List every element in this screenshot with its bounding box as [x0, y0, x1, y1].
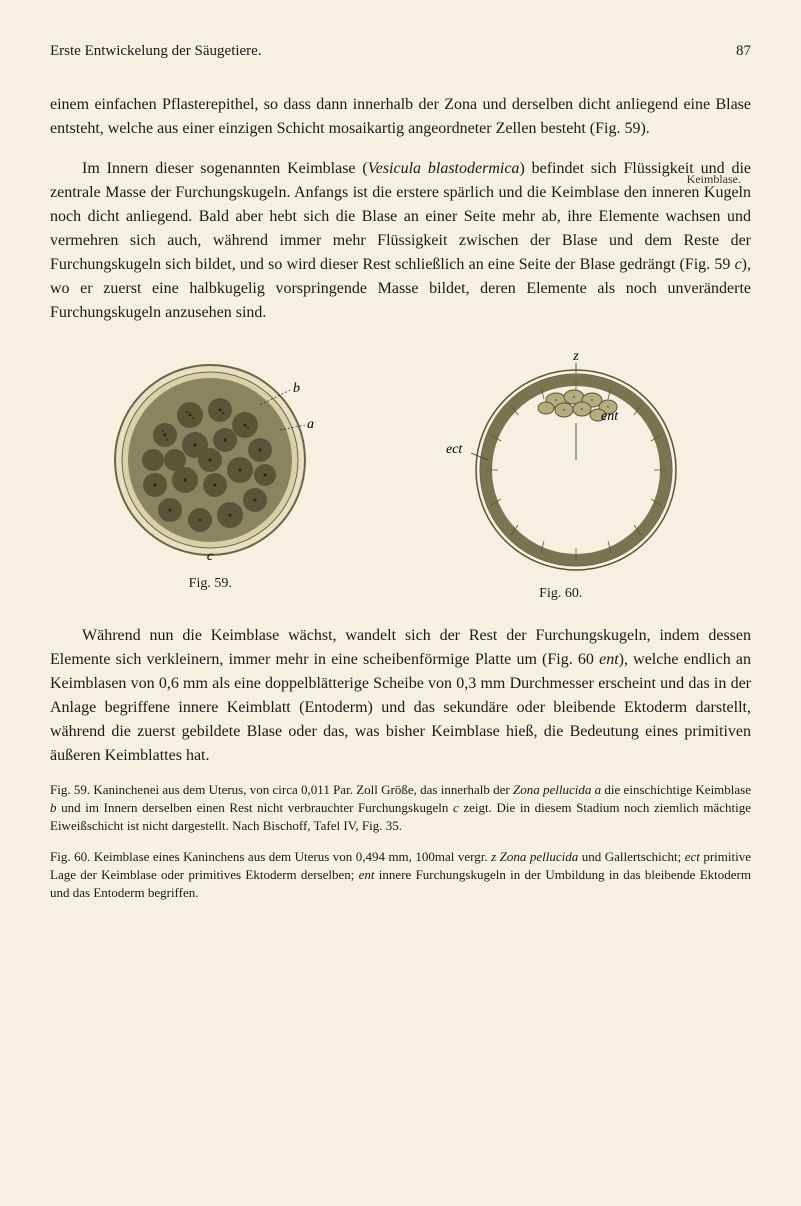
paragraph-3: Während nun die Keimblase wächst, wandel… [50, 624, 751, 768]
margin-note: Keimblase. [687, 170, 741, 188]
fig59-caption: Fig. 59. [105, 573, 315, 594]
figure-59-description: Fig. 59. Kaninchenei aus dem Uterus, von… [50, 781, 751, 836]
running-header: Erste Entwickelung der Säugetiere. [50, 40, 262, 63]
fig60-label-ent: ent [601, 409, 619, 424]
fig59-label-a: a [307, 417, 314, 432]
fig59-label-c: c [207, 549, 214, 564]
fig60-caption: Fig. 60. [426, 583, 696, 604]
fig59-label-b: b [293, 381, 300, 396]
figure-60-svg: z [426, 345, 696, 575]
page-number: 87 [736, 40, 751, 63]
figure-60: z [426, 345, 696, 604]
figures-row: b a c Fig. 59. z [50, 345, 751, 604]
fig60-label-z: z [572, 349, 579, 364]
figure-60-description: Fig. 60. Keimblase eines Kaninchens aus … [50, 848, 751, 903]
fig60-label-ect: ect [446, 442, 463, 457]
figure-59: b a c Fig. 59. [105, 355, 315, 594]
paragraph-1: einem einfachen Pflasterepithel, so dass… [50, 93, 751, 141]
figure-59-svg: b a c [105, 355, 315, 565]
paragraph-2: Im Innern dieser sogenannten Keimblase (… [50, 157, 751, 325]
